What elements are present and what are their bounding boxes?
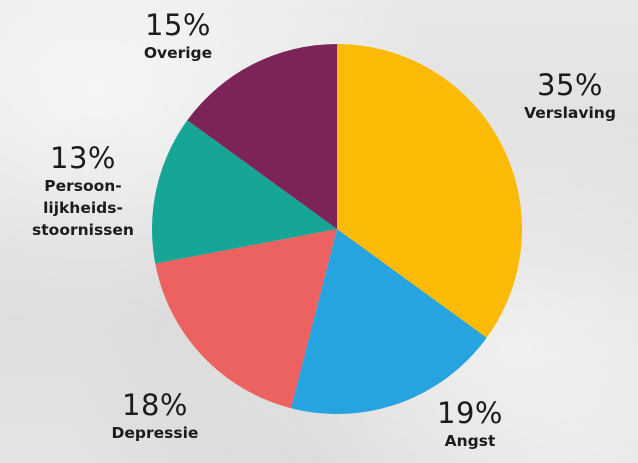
pct-persoonlijkheidsstoornissen: 13% [50,141,116,175]
pct-depressie: 18% [122,388,188,422]
pie-slice-angst [290,229,487,415]
name-verslaving: Verslaving [524,104,616,122]
label-angst: 19% Angst [410,396,530,452]
name-angst: Angst [444,432,496,450]
pie-slice-overige [187,44,337,229]
label-persoonlijkheidsstoornissen: 13% Persoon- lijkheids- stoornissen [8,141,158,241]
label-overige: 15% Overige [118,8,238,64]
pie-slice-verslaving [337,44,523,338]
name-persoonlijkheidsstoornissen: Persoon- lijkheids- stoornissen [32,177,134,239]
label-verslaving: 35% Verslaving [500,68,638,124]
pct-overige: 15% [145,8,211,42]
name-overige: Overige [143,44,213,62]
pie-slice-depressie [155,229,337,409]
pct-verslaving: 35% [537,68,603,102]
pct-angst: 19% [437,396,503,430]
label-depressie: 18% Depressie [85,388,225,444]
pie-slice-persoonlijkheidsstoornissen [152,120,337,264]
name-depressie: Depressie [111,424,199,442]
